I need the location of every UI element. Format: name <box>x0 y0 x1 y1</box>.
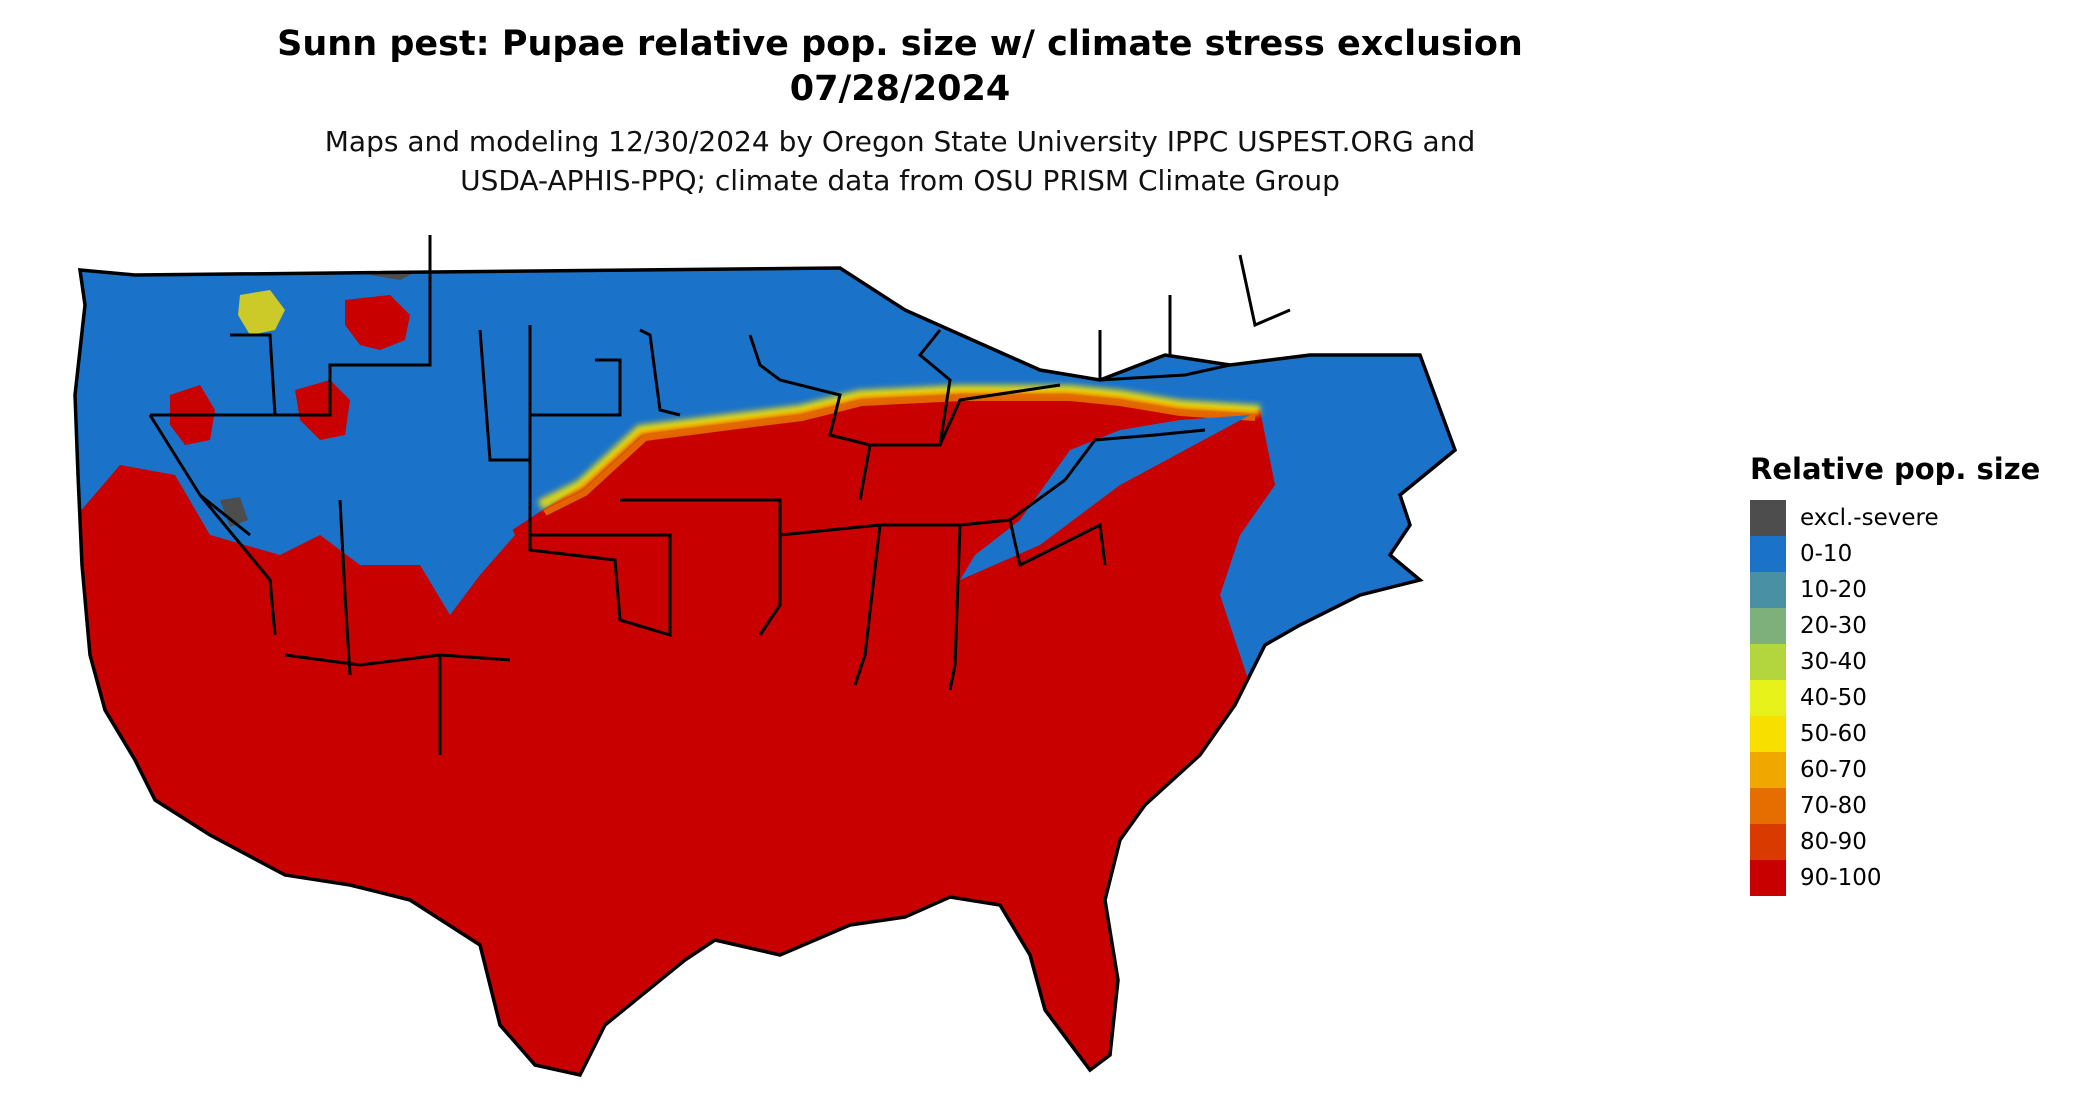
map-transition-band-orange <box>543 395 1256 516</box>
legend-label: 50-60 <box>1800 721 1867 747</box>
map-region-colorado-plateau <box>390 495 515 615</box>
legend-label: 80-90 <box>1800 829 1867 855</box>
legend-swatch <box>1750 572 1786 608</box>
legend-title: Relative pop. size <box>1750 452 2041 486</box>
map-transition-band <box>537 385 1261 510</box>
map-title: Sunn pest: Pupae relative pop. size w/ c… <box>277 24 1523 64</box>
map-subtitle-line2: USDA-APHIS-PPQ; climate data from OSU PR… <box>460 164 1340 197</box>
legend-label: excl.-severe <box>1800 505 1939 531</box>
legend-swatch <box>1750 644 1786 680</box>
legend: Relative pop. size excl.-severe 0-10 10-20… <box>1750 452 2080 896</box>
map-fill-layer <box>75 268 1455 1075</box>
legend-swatch <box>1750 716 1786 752</box>
legend-swatch <box>1750 536 1786 572</box>
legend-swatch <box>1750 752 1786 788</box>
legend-item: 0-10 <box>1750 536 2080 572</box>
legend-swatch <box>1750 824 1786 860</box>
legend-swatch <box>1750 500 1786 536</box>
legend-item: 40-50 <box>1750 680 2080 716</box>
legend-label: 0-10 <box>1800 541 1853 567</box>
legend-item: 50-60 <box>1750 716 2080 752</box>
map-region-idaho-yellow <box>238 290 285 335</box>
legend-item: 10-20 <box>1750 572 2080 608</box>
legend-item: 60-70 <box>1750 752 2080 788</box>
map-subtitle-line1: Maps and modeling 12/30/2024 by Oregon S… <box>324 125 1476 158</box>
legend-items: excl.-severe 0-10 10-20 20-30 30-40 40-50 50-6… <box>1750 500 2080 896</box>
legend-label: 30-40 <box>1800 649 1867 675</box>
legend-label: 10-20 <box>1800 577 1867 603</box>
legend-swatch <box>1750 860 1786 896</box>
legend-swatch <box>1750 680 1786 716</box>
map-region-excluded-mojave <box>220 497 248 527</box>
legend-item: 80-90 <box>1750 824 2080 860</box>
us-map <box>73 235 1457 1077</box>
title-block: Sunn pest: Pupae relative pop. size w/ c… <box>150 22 1650 200</box>
legend-item: 20-30 <box>1750 608 2080 644</box>
map-region-wyoming-red <box>345 295 410 350</box>
legend-item: excl.-severe <box>1750 500 2080 536</box>
map-date: 07/28/2024 <box>789 69 1011 109</box>
map-region-appalachia <box>960 415 1250 580</box>
legend-item: 90-100 <box>1750 860 2080 896</box>
legend-label: 90-100 <box>1800 865 1882 891</box>
legend-item: 30-40 <box>1750 644 2080 680</box>
legend-swatch <box>1750 788 1786 824</box>
legend-label: 70-80 <box>1800 793 1867 819</box>
legend-item: 70-80 <box>1750 788 2080 824</box>
state-borders <box>148 235 1291 755</box>
map-region-utah-red <box>295 380 350 440</box>
legend-label: 60-70 <box>1800 757 1867 783</box>
legend-swatch <box>1750 608 1786 644</box>
legend-label: 40-50 <box>1800 685 1867 711</box>
legend-label: 20-30 <box>1800 613 1867 639</box>
